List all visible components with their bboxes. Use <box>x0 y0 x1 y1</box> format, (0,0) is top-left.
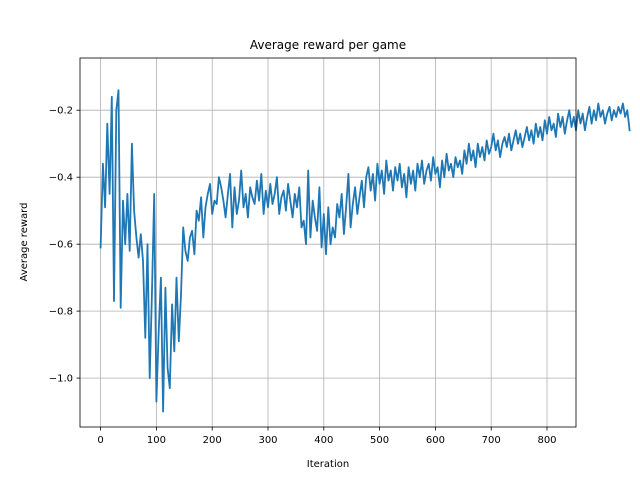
x-tick-label: 400 <box>314 435 333 446</box>
plot-frame <box>79 57 577 428</box>
x-tick-label: 0 <box>97 435 103 446</box>
x-tick-label: 800 <box>537 435 556 446</box>
vertical-gridlines <box>100 58 548 427</box>
y-axis-label: Average reward <box>19 203 30 282</box>
x-axis-label: Iteration <box>307 459 349 470</box>
x-tick-label: 200 <box>203 435 222 446</box>
chart-title: Average reward per game <box>250 38 406 52</box>
x-axis-ticks: 0 100 200 300 400 500 600 700 800 <box>97 427 557 446</box>
x-tick-label: 600 <box>426 435 445 446</box>
x-tick-label: 100 <box>147 435 166 446</box>
reward-series-line <box>99 89 631 413</box>
y-tick-label: −1.0 <box>49 374 73 385</box>
x-tick-label: 700 <box>482 435 501 446</box>
horizontal-gridlines <box>80 109 576 379</box>
x-tick-label: 300 <box>258 435 277 446</box>
y-tick-label: −0.2 <box>49 106 73 117</box>
y-axis-ticks: −1.0 −0.8 −0.6 −0.4 −0.2 <box>49 106 80 385</box>
y-tick-label: −0.8 <box>49 307 73 318</box>
y-tick-label: −0.4 <box>49 173 73 184</box>
y-tick-label: −0.6 <box>49 240 73 251</box>
series-layer <box>99 89 631 413</box>
x-tick-label: 500 <box>370 435 389 446</box>
